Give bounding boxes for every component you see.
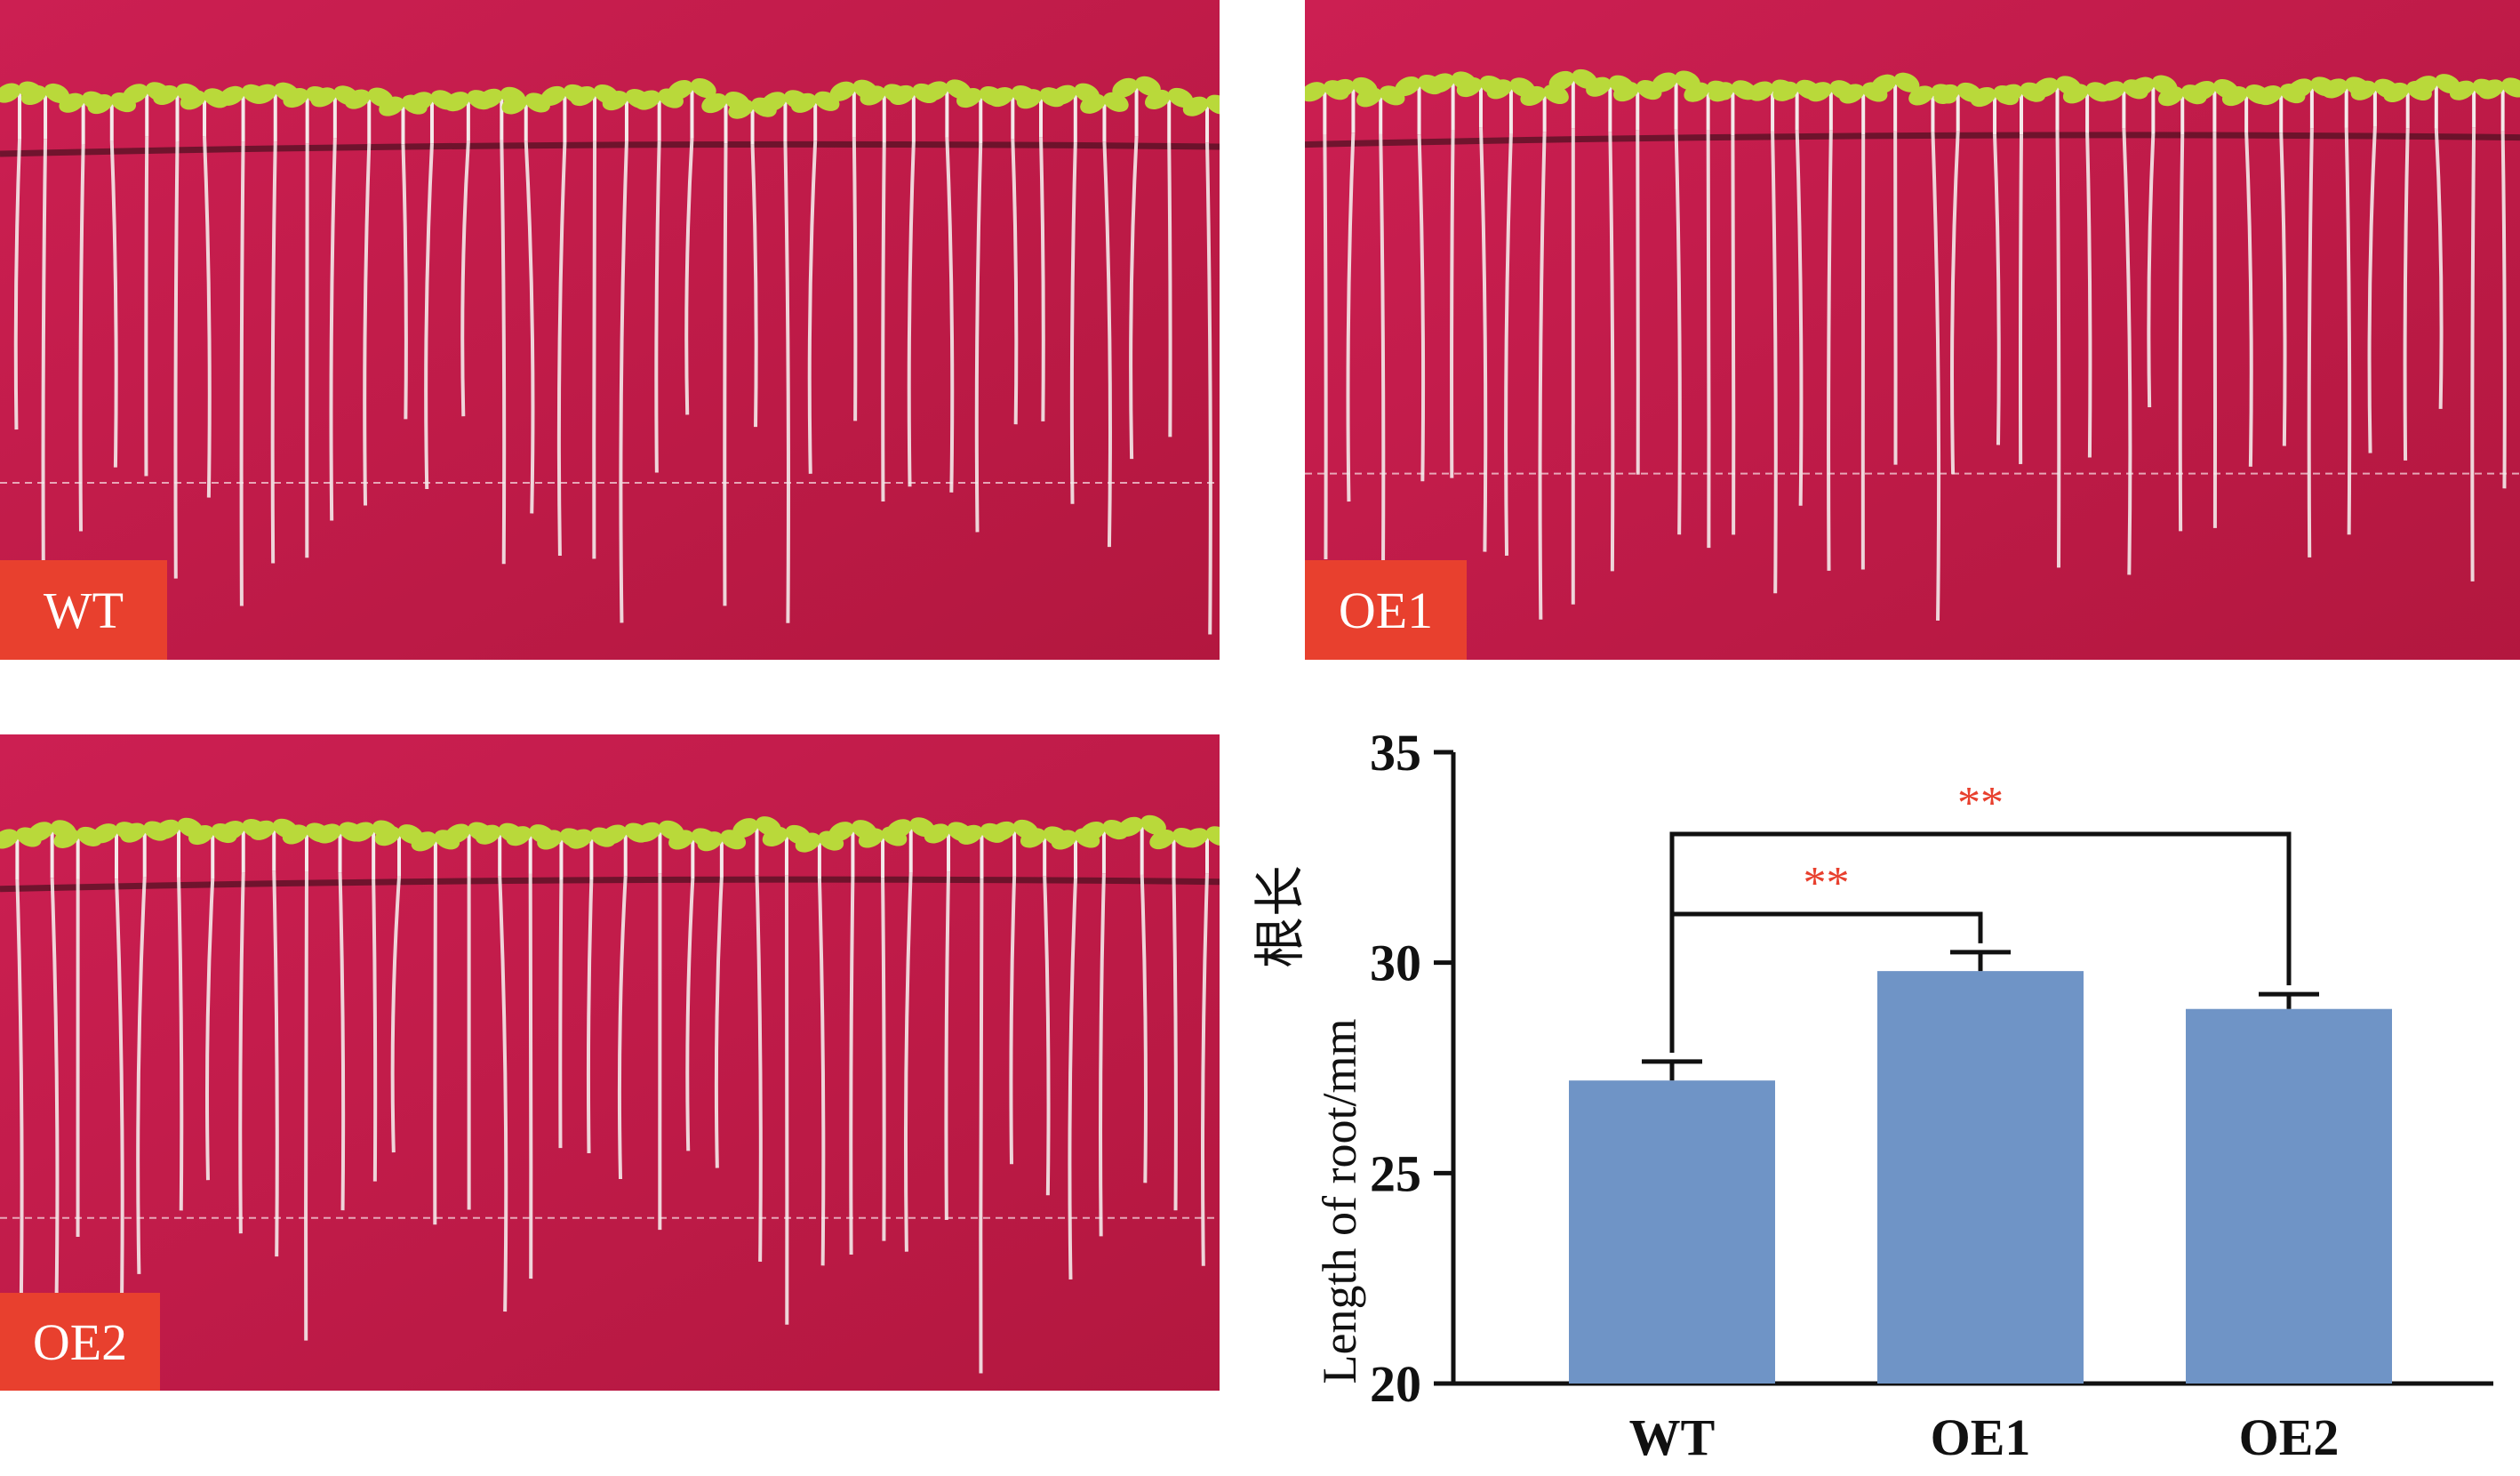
seedling-photo-wt bbox=[0, 0, 1220, 660]
y-axis-label: Length of root/mm bbox=[1313, 1019, 1366, 1384]
photo-panel-oe1: OE1 bbox=[1305, 0, 2520, 660]
panel-label-oe2: OE2 bbox=[0, 1293, 160, 1391]
bar-wt bbox=[1569, 1080, 1775, 1384]
y-tick-label: 30 bbox=[1370, 935, 1421, 992]
y-tick-label: 25 bbox=[1370, 1144, 1421, 1202]
y-axis-label-cn: 根长 bbox=[1252, 865, 1309, 968]
significance-label: ** bbox=[1804, 858, 1850, 909]
seedling-photo-oe2 bbox=[0, 734, 1220, 1391]
y-tick-label: 35 bbox=[1370, 724, 1421, 782]
bar-oe2 bbox=[2186, 1008, 2392, 1384]
significance-label: ** bbox=[1957, 778, 2004, 829]
panel-label-wt: WT bbox=[0, 560, 167, 660]
y-tick-label: 20 bbox=[1370, 1355, 1421, 1413]
seedling-photo-oe1 bbox=[1305, 0, 2520, 660]
root-length-bar-chart: 根长 Length of root/mm 20 25 30 35 WT OE1 OE2 ** *… bbox=[1252, 724, 2493, 1466]
bar-oe1 bbox=[1877, 971, 2084, 1384]
x-tick-label: OE2 bbox=[2239, 1408, 2340, 1466]
x-tick-label: OE1 bbox=[1931, 1408, 2031, 1466]
x-tick-label: WT bbox=[1629, 1408, 1716, 1466]
photo-panel-oe2: OE2 bbox=[0, 734, 1220, 1391]
significance-bracket bbox=[1669, 831, 2292, 1053]
panel-label-oe1: OE1 bbox=[1305, 560, 1467, 660]
photo-panel-wt: WT bbox=[0, 0, 1220, 660]
